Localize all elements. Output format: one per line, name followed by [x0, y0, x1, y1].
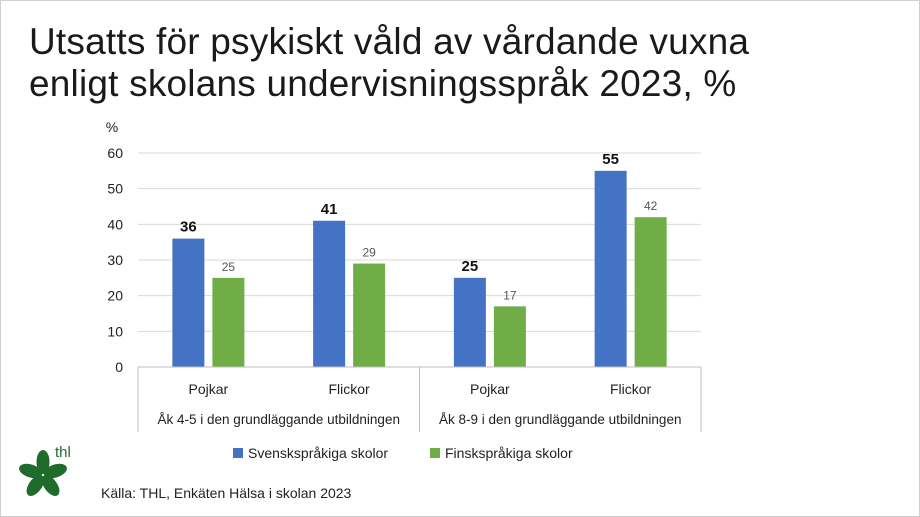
leaf-petal — [26, 475, 45, 496]
x-tick-label: Pojkar — [189, 381, 229, 397]
group-label: Åk 4-5 i den grundläggande utbildningen — [158, 412, 400, 427]
y-tick-label: 40 — [107, 216, 123, 232]
data-label: 25 — [222, 260, 236, 274]
leaf-petal — [41, 475, 60, 496]
bar-finska — [493, 306, 526, 367]
y-tick-label: 20 — [107, 288, 123, 304]
bar-svenska — [172, 238, 205, 367]
logo-text: thl — [55, 444, 71, 461]
bar-svenska — [453, 277, 486, 367]
data-label: 42 — [644, 199, 658, 213]
x-tick-label: Pojkar — [470, 381, 510, 397]
data-label: 41 — [321, 201, 338, 218]
bar-svenska — [313, 220, 346, 367]
y-tick-label: 10 — [107, 323, 123, 339]
bar-finska — [212, 277, 245, 367]
legend-label: Finskspråkiga skolor — [445, 445, 573, 461]
y-tick-label: 0 — [115, 359, 123, 375]
data-label: 17 — [503, 288, 517, 302]
chart-title: Utsatts för psykiskt våld av vårdande vu… — [29, 21, 899, 105]
y-tick-label: 30 — [107, 252, 123, 268]
thl-leaf-logo: thl — [19, 444, 71, 496]
x-tick-label: Flickor — [610, 381, 652, 397]
legend-swatch — [233, 448, 243, 458]
y-tick-label: 50 — [107, 181, 123, 197]
leaf-icon — [19, 450, 67, 496]
data-label: 29 — [362, 246, 376, 260]
chart-title-line-2: enligt skolans undervisningsspråk 2023, … — [29, 63, 737, 104]
bar-finska — [353, 263, 386, 367]
chart-title-line-1: Utsatts för psykiskt våld av vårdande vu… — [29, 21, 750, 62]
legend-label: Svenskspråkiga skolor — [248, 445, 388, 461]
data-label: 55 — [602, 151, 619, 168]
x-tick-label: Flickor — [329, 381, 371, 397]
y-axis-label: % — [106, 119, 118, 135]
legend-swatch — [430, 448, 440, 458]
leaf-petal — [19, 463, 43, 479]
y-tick-label: 60 — [107, 145, 123, 161]
leaf-petal — [43, 463, 67, 479]
group-label: Åk 8-9 i den grundläggande utbildningen — [439, 412, 681, 427]
data-label: 36 — [180, 219, 197, 236]
bar-finska — [634, 217, 667, 367]
bar-svenska — [594, 170, 627, 367]
source-note: Källa: THL, Enkäten Hälsa i skolan 2023 — [101, 485, 352, 501]
data-label: 25 — [462, 258, 479, 275]
leaf-petal — [36, 450, 50, 474]
